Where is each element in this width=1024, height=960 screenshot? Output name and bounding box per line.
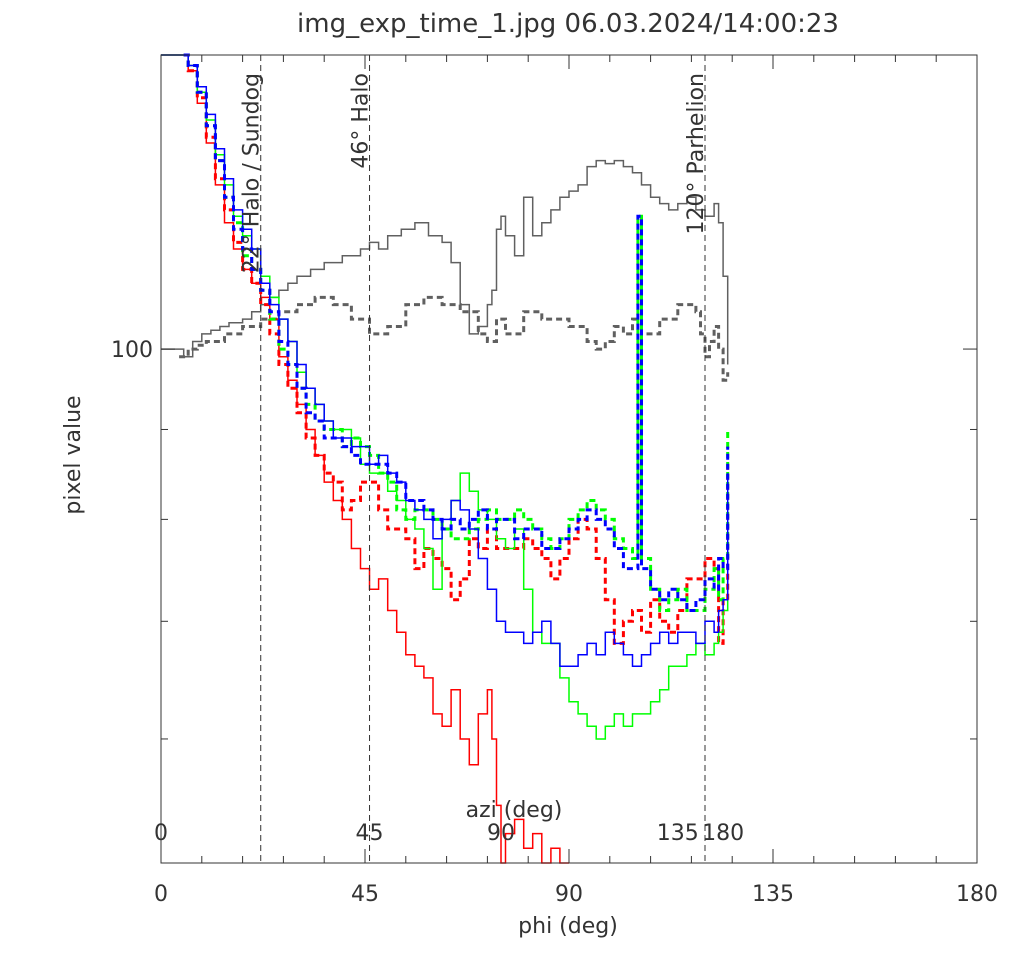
y-axis-label: pixel value xyxy=(61,395,86,514)
x-tick-label: 135 xyxy=(752,882,794,907)
annotation-label: 46° Halo xyxy=(349,73,374,169)
plot-frame xyxy=(160,54,978,864)
x-tick-label: 0 xyxy=(154,882,168,907)
x-tick-label: 180 xyxy=(956,882,998,907)
secondary-x-tick-label: 180 xyxy=(702,821,744,846)
secondary-x-tick-label: 135 xyxy=(657,821,699,846)
secondary-x-axis-label: azi (deg) xyxy=(466,798,563,823)
chart-title: img_exp_time_1.jpg 06.03.2024/14:00:23 xyxy=(297,9,839,39)
series-layer xyxy=(161,53,730,864)
x-tick-label: 45 xyxy=(351,882,379,907)
x-tick-label: 90 xyxy=(555,882,583,907)
annotation-label: 22° Halo / Sundog xyxy=(240,73,265,273)
secondary-x-tick-label: 45 xyxy=(356,821,384,846)
x-axis-label: phi (deg) xyxy=(518,914,618,939)
secondary-x-tick-label: 0 xyxy=(154,821,168,846)
series-line-4 xyxy=(183,53,730,645)
series-line-3 xyxy=(161,54,569,864)
annotation-label: 120° Parhelion xyxy=(684,73,709,235)
series-line-7 xyxy=(161,54,729,667)
secondary-x-tick-label: 90 xyxy=(487,821,515,846)
annotation-layer: 22° Halo / Sundog 46° Halo 120° Parhelion xyxy=(240,55,709,863)
y-tick-label: 100 xyxy=(111,338,153,363)
series-line-6 xyxy=(183,53,730,612)
series-line-8 xyxy=(183,53,730,612)
